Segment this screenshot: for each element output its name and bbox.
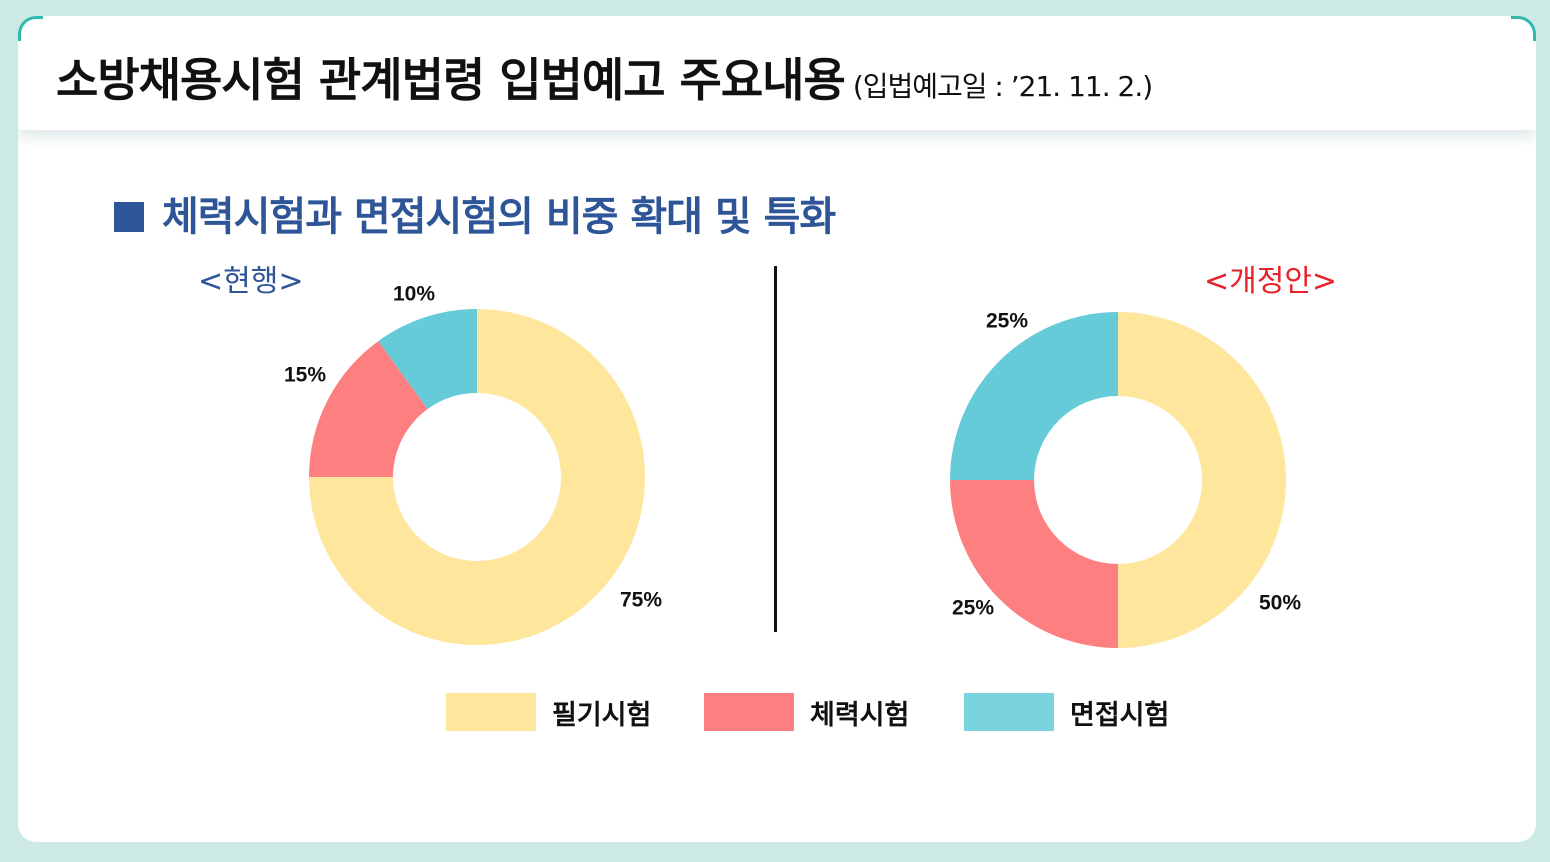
chart-divider [774,266,777,632]
section-title: 체력시험과 면접시험의 비중 확대 및 특화 [162,194,836,240]
page-subtitle: (입법예고일 : ’21. 11. 2.) [852,70,1153,103]
header-bar: 소방채용시험 관계법령 입법예고 주요내용 (입법예고일 : ’21. 11. 2… [18,16,1536,130]
legend-label-physical: 체력시험 [810,699,910,731]
legend-swatch-interview [964,693,1054,731]
corner-accent-right [1511,16,1536,41]
data-label-current-physical: 15% [284,364,326,387]
data-label-proposed-physical: 25% [952,597,994,620]
legend-label-written: 필기시험 [552,699,652,731]
square-bullet-icon [114,202,144,232]
data-label-current-interview: 10% [393,283,435,306]
chart-title-current: <현행> [198,264,304,299]
donut-slice-current-interview [378,309,477,410]
legend-item-interview: 면접시험 [964,692,1169,732]
legend-item-written: 필기시험 [446,692,651,732]
donut-slice-current-written [309,309,645,645]
page-title-text: 소방채용시험 관계법령 입법예고 주요내용 [56,53,846,107]
page-title: 소방채용시험 관계법령 입법예고 주요내용 (입법예고일 : ’21. 11. 2… [56,44,1153,110]
section-heading: 체력시험과 면접시험의 비중 확대 및 특화 [114,184,836,242]
legend-swatch-physical [704,693,794,731]
legend-item-physical: 체력시험 [704,692,909,732]
data-label-proposed-interview: 25% [986,310,1028,333]
data-label-proposed-written: 50% [1259,592,1301,615]
donut-slice-proposed-written [1118,312,1286,648]
donut-slice-current-physical [309,341,428,477]
legend-label-interview: 면접시험 [1070,699,1170,731]
chart-title-proposed: <개정안> [1204,264,1338,299]
legend-swatch-written [446,693,536,731]
donut-slice-proposed-physical [950,480,1118,648]
data-label-current-written: 75% [620,589,662,612]
donut-slice-proposed-interview [950,312,1118,480]
corner-accent-left [18,16,43,41]
